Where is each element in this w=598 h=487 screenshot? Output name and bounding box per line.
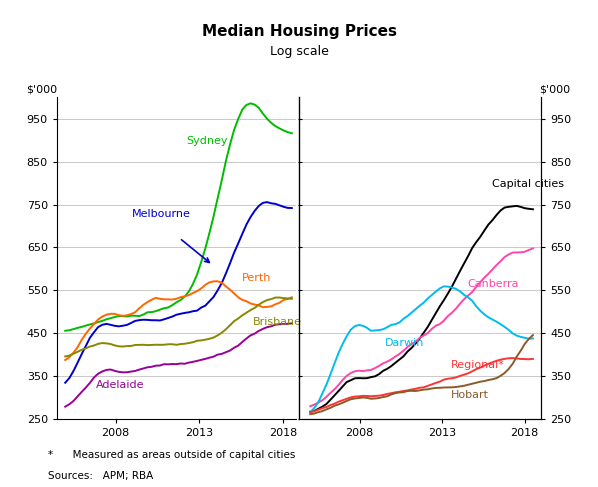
Text: *      Measured as areas outside of capital cities: * Measured as areas outside of capital c… bbox=[48, 450, 295, 461]
Text: Median Housing Prices: Median Housing Prices bbox=[202, 24, 396, 39]
Text: Perth: Perth bbox=[242, 273, 271, 283]
Text: Adelaide: Adelaide bbox=[96, 380, 144, 390]
Text: Sydney: Sydney bbox=[186, 136, 228, 146]
Text: Hobart: Hobart bbox=[450, 390, 489, 400]
Text: Capital cities: Capital cities bbox=[492, 179, 564, 189]
Text: Sources:   APM; RBA: Sources: APM; RBA bbox=[48, 471, 153, 482]
Text: Brisbane: Brisbane bbox=[253, 317, 302, 327]
Text: $'000: $'000 bbox=[26, 84, 57, 94]
Text: Log scale: Log scale bbox=[270, 45, 328, 57]
Text: Canberra: Canberra bbox=[467, 279, 518, 289]
Text: Regional*: Regional* bbox=[450, 360, 504, 370]
Text: Melbourne: Melbourne bbox=[132, 209, 191, 220]
Text: Darwin: Darwin bbox=[385, 338, 424, 348]
Text: $'000: $'000 bbox=[539, 84, 570, 94]
